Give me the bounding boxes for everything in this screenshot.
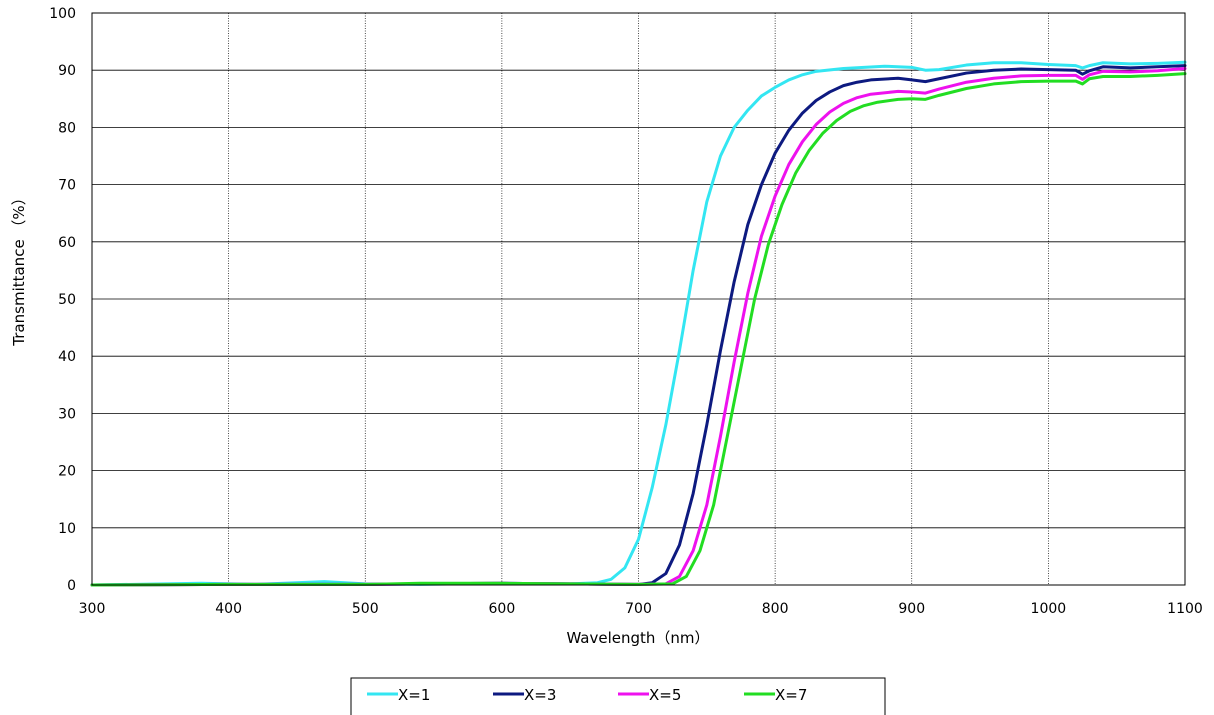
y-tick-label: 10 bbox=[58, 521, 76, 537]
y-tick-label: 100 bbox=[49, 6, 76, 22]
y-tick-label: 40 bbox=[58, 349, 76, 365]
x-tick-labels: 300 400 500 600 700 800 900 1000 1100 bbox=[79, 601, 1203, 617]
y-tick-label: 60 bbox=[58, 235, 76, 251]
grid-lines bbox=[92, 13, 1185, 585]
x-tick-label: 400 bbox=[215, 601, 242, 617]
x-tick-label: 700 bbox=[625, 601, 652, 617]
x-tick-label: 1100 bbox=[1167, 601, 1203, 617]
legend-label-3: X=5 bbox=[649, 686, 681, 704]
y-tick-label: 50 bbox=[58, 292, 76, 308]
x-axis-title: Wavelength（nm） bbox=[566, 629, 709, 647]
y-tick-label: 30 bbox=[58, 406, 76, 422]
x-tick-label: 600 bbox=[489, 601, 516, 617]
x-tick-label: 900 bbox=[898, 601, 925, 617]
y-tick-label: 80 bbox=[58, 120, 76, 136]
x-tick-label: 500 bbox=[352, 601, 379, 617]
legend-label-1: X=1 bbox=[398, 686, 430, 704]
y-tick-label: 70 bbox=[58, 178, 76, 194]
plot-frame bbox=[91, 12, 1186, 586]
y-tick-label: 0 bbox=[67, 578, 76, 594]
legend: X=1 X=3 X=5 X=7 bbox=[350, 677, 886, 715]
y-tick-label: 20 bbox=[58, 464, 76, 480]
y-tick-label: 90 bbox=[58, 63, 76, 79]
y-axis-title: Transmittance （%） bbox=[10, 190, 28, 346]
x-tick-label: 300 bbox=[79, 601, 106, 617]
x-tick-label: 800 bbox=[762, 601, 789, 617]
legend-label-2: X=3 bbox=[524, 686, 556, 704]
legend-label-4: X=7 bbox=[775, 686, 807, 704]
series-lines bbox=[90, 60, 1187, 587]
series-line-4 bbox=[90, 72, 1187, 587]
legend-box bbox=[350, 677, 886, 715]
x-tick-label: 1000 bbox=[1031, 601, 1067, 617]
y-tick-labels: 0 10 20 30 40 50 60 70 80 90 100 bbox=[49, 6, 76, 594]
